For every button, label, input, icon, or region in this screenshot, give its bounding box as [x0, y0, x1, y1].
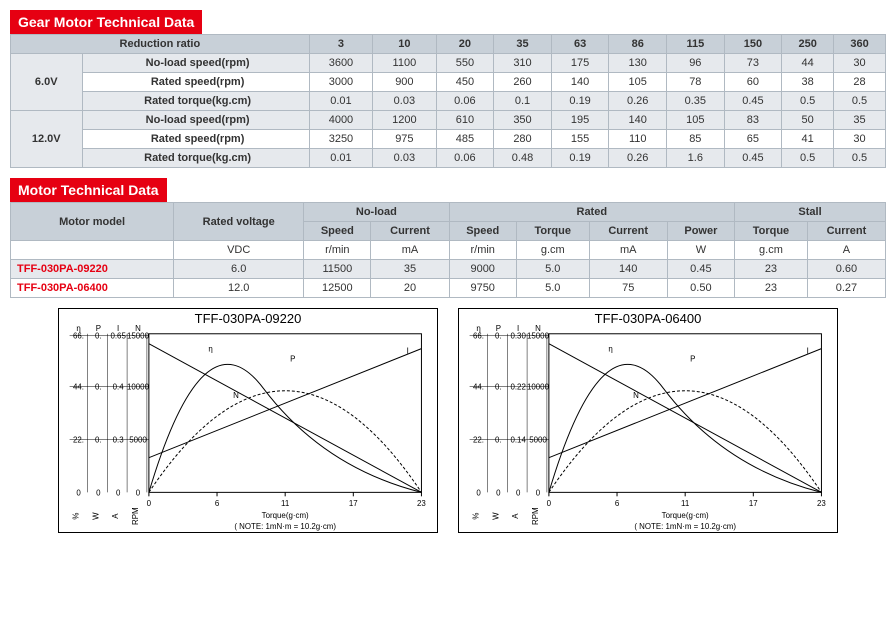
param-label: No-load speed(rpm): [82, 54, 309, 73]
gear-ratio-row: Reduction ratio 3 10 20 35 63 86 115 150…: [11, 35, 886, 54]
col-model: Motor model: [11, 203, 174, 241]
svg-text:0: 0: [76, 488, 81, 497]
motor-header: Motor Technical Data: [10, 178, 167, 202]
gear-table: Reduction ratio 3 10 20 35 63 86 115 150…: [10, 34, 886, 168]
col-voltage: Rated voltage: [174, 203, 304, 241]
svg-text:0.: 0.: [95, 383, 102, 392]
svg-text:η: η: [608, 345, 612, 354]
svg-text:23: 23: [817, 499, 826, 508]
svg-text:22.: 22.: [473, 435, 484, 444]
svg-text:10000: 10000: [527, 383, 550, 392]
svg-text:0: 0: [476, 488, 481, 497]
svg-text:N: N: [233, 391, 239, 400]
model-name: TFF-030PA-09220: [11, 260, 174, 279]
chart-2: TFF-030PA-06400 η% P W I A N RPM 22. 0. 0.145000 4…: [458, 308, 838, 533]
svg-text:23: 23: [417, 499, 426, 508]
svg-text:W: W: [91, 512, 100, 520]
svg-text:RPM: RPM: [131, 507, 140, 525]
svg-text:( NOTE: 1mN·m = 10.2g·cm): ( NOTE: 1mN·m = 10.2g·cm): [234, 522, 336, 531]
chart-1: TFF-030PA-09220 η% P W I A N RPM 22. 0. 0.3 5000 44…: [58, 308, 438, 533]
svg-text:N: N: [633, 391, 639, 400]
svg-text:P: P: [290, 355, 295, 364]
svg-text:W: W: [491, 512, 500, 520]
svg-text:10000: 10000: [127, 383, 150, 392]
svg-text:0.65: 0.65: [110, 332, 126, 341]
voltage-cell: 12.0V: [11, 111, 83, 168]
svg-text:11: 11: [281, 499, 290, 508]
svg-text:A: A: [511, 513, 520, 519]
svg-text:0.: 0.: [495, 383, 502, 392]
svg-text:( NOTE: 1mN·m = 10.2g·cm): ( NOTE: 1mN·m = 10.2g·cm): [634, 522, 736, 531]
svg-text:I: I: [407, 347, 409, 356]
svg-text:17: 17: [349, 499, 358, 508]
param-label: Rated speed(rpm): [82, 73, 309, 92]
svg-text:44.: 44.: [473, 383, 484, 392]
svg-text:0.3: 0.3: [113, 435, 125, 444]
svg-text:0: 0: [136, 488, 141, 497]
svg-text:6: 6: [615, 499, 620, 508]
voltage-cell: 6.0V: [11, 54, 83, 111]
param-label: Rated speed(rpm): [82, 130, 309, 149]
chart2-title: TFF-030PA-06400: [459, 311, 837, 326]
svg-text:0: 0: [547, 499, 552, 508]
param-label: No-load speed(rpm): [82, 111, 309, 130]
gear-header: Gear Motor Technical Data: [10, 10, 202, 34]
svg-text:66.: 66.: [473, 332, 484, 341]
svg-text:Torque(g·cm): Torque(g·cm): [662, 511, 709, 520]
svg-text:%: %: [472, 513, 481, 520]
svg-text:I: I: [807, 347, 809, 356]
svg-text:22.: 22.: [73, 435, 84, 444]
grp-rated: Rated: [449, 203, 734, 222]
svg-text:0.: 0.: [495, 332, 502, 341]
svg-text:17: 17: [749, 499, 758, 508]
svg-text:66.: 66.: [73, 332, 84, 341]
svg-text:11: 11: [681, 499, 690, 508]
svg-text:0: 0: [116, 488, 121, 497]
svg-text:5000: 5000: [129, 435, 147, 444]
svg-text:15000: 15000: [127, 332, 150, 341]
svg-text:Torque(g·cm): Torque(g·cm): [262, 511, 309, 520]
svg-text:0: 0: [96, 488, 101, 497]
svg-text:0.22: 0.22: [510, 383, 525, 392]
param-label: Rated torque(kg.cm): [82, 149, 309, 168]
svg-text:0.4: 0.4: [113, 383, 125, 392]
svg-text:0.14: 0.14: [510, 435, 526, 444]
param-label: Rated torque(kg.cm): [82, 92, 309, 111]
svg-text:P: P: [690, 355, 695, 364]
chart1-title: TFF-030PA-09220: [59, 311, 437, 326]
svg-text:15000: 15000: [527, 332, 550, 341]
svg-text:5000: 5000: [529, 435, 547, 444]
model-name: TFF-030PA-06400: [11, 279, 174, 298]
svg-text:0.: 0.: [95, 332, 102, 341]
svg-text:η: η: [208, 345, 212, 354]
svg-text:0.: 0.: [95, 435, 102, 444]
grp-stall: Stall: [735, 203, 886, 222]
svg-text:0: 0: [147, 499, 152, 508]
grp-noload: No-load: [304, 203, 449, 222]
svg-text:0.30: 0.30: [510, 332, 526, 341]
svg-text:RPM: RPM: [531, 507, 540, 525]
svg-text:0: 0: [516, 488, 521, 497]
svg-text:A: A: [111, 513, 120, 519]
reduction-label: Reduction ratio: [11, 35, 310, 54]
svg-text:0: 0: [496, 488, 501, 497]
svg-text:0: 0: [536, 488, 541, 497]
svg-text:0.: 0.: [495, 435, 502, 444]
svg-text:6: 6: [215, 499, 220, 508]
svg-text:%: %: [72, 513, 81, 520]
svg-text:44.: 44.: [73, 383, 84, 392]
motor-table: Motor model Rated voltage No-load Rated …: [10, 202, 886, 298]
charts-row: TFF-030PA-09220 η% P W I A N RPM 22. 0. 0.3 5000 44…: [10, 308, 886, 533]
